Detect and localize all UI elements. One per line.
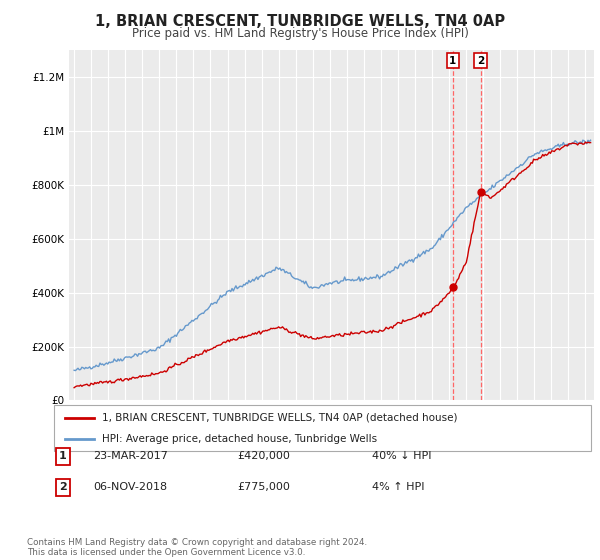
Text: £775,000: £775,000 (237, 482, 290, 492)
Text: Contains HM Land Registry data © Crown copyright and database right 2024.
This d: Contains HM Land Registry data © Crown c… (27, 538, 367, 557)
FancyBboxPatch shape (54, 405, 591, 451)
Text: 1: 1 (59, 451, 67, 461)
Text: 2: 2 (59, 482, 67, 492)
Text: 40% ↓ HPI: 40% ↓ HPI (372, 451, 431, 461)
Text: 1: 1 (449, 55, 457, 66)
Text: 2: 2 (477, 55, 484, 66)
Text: 06-NOV-2018: 06-NOV-2018 (93, 482, 167, 492)
Text: HPI: Average price, detached house, Tunbridge Wells: HPI: Average price, detached house, Tunb… (103, 435, 377, 444)
Text: 4% ↑ HPI: 4% ↑ HPI (372, 482, 425, 492)
Text: 1, BRIAN CRESCENT, TUNBRIDGE WELLS, TN4 0AP (detached house): 1, BRIAN CRESCENT, TUNBRIDGE WELLS, TN4 … (103, 413, 458, 423)
Text: 23-MAR-2017: 23-MAR-2017 (93, 451, 168, 461)
Text: Price paid vs. HM Land Registry's House Price Index (HPI): Price paid vs. HM Land Registry's House … (131, 27, 469, 40)
Text: 1, BRIAN CRESCENT, TUNBRIDGE WELLS, TN4 0AP: 1, BRIAN CRESCENT, TUNBRIDGE WELLS, TN4 … (95, 14, 505, 29)
Text: £420,000: £420,000 (237, 451, 290, 461)
